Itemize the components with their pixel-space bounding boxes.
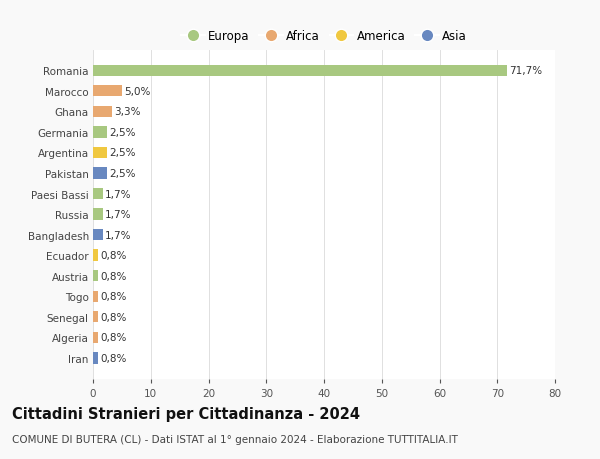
- Text: 2,5%: 2,5%: [110, 128, 136, 138]
- Bar: [93, 250, 98, 261]
- Text: 0,8%: 0,8%: [100, 291, 127, 302]
- Text: 1,7%: 1,7%: [105, 189, 131, 199]
- Bar: [93, 230, 103, 241]
- Text: 1,7%: 1,7%: [105, 210, 131, 219]
- Bar: [93, 270, 98, 282]
- Text: Cittadini Stranieri per Cittadinanza - 2024: Cittadini Stranieri per Cittadinanza - 2…: [12, 406, 360, 421]
- Bar: [93, 168, 107, 179]
- Bar: [93, 209, 103, 220]
- Bar: [93, 332, 98, 343]
- Legend: Europa, Africa, America, Asia: Europa, Africa, America, Asia: [176, 25, 472, 48]
- Text: 5,0%: 5,0%: [124, 87, 151, 96]
- Text: 0,8%: 0,8%: [100, 312, 127, 322]
- Bar: [93, 291, 98, 302]
- Bar: [93, 189, 103, 200]
- Bar: [93, 106, 112, 118]
- Text: 0,8%: 0,8%: [100, 271, 127, 281]
- Text: 0,8%: 0,8%: [100, 333, 127, 342]
- Bar: [93, 353, 98, 364]
- Text: 0,8%: 0,8%: [100, 353, 127, 363]
- Bar: [93, 312, 98, 323]
- Text: 1,7%: 1,7%: [105, 230, 131, 240]
- Bar: [93, 127, 107, 138]
- Text: 2,5%: 2,5%: [110, 148, 136, 158]
- Text: 71,7%: 71,7%: [509, 66, 542, 76]
- Bar: [93, 147, 107, 159]
- Text: COMUNE DI BUTERA (CL) - Dati ISTAT al 1° gennaio 2024 - Elaborazione TUTTITALIA.: COMUNE DI BUTERA (CL) - Dati ISTAT al 1°…: [12, 434, 458, 444]
- Text: 0,8%: 0,8%: [100, 251, 127, 261]
- Bar: [93, 66, 507, 77]
- Text: 3,3%: 3,3%: [115, 107, 141, 117]
- Text: 2,5%: 2,5%: [110, 168, 136, 179]
- Bar: [93, 86, 122, 97]
